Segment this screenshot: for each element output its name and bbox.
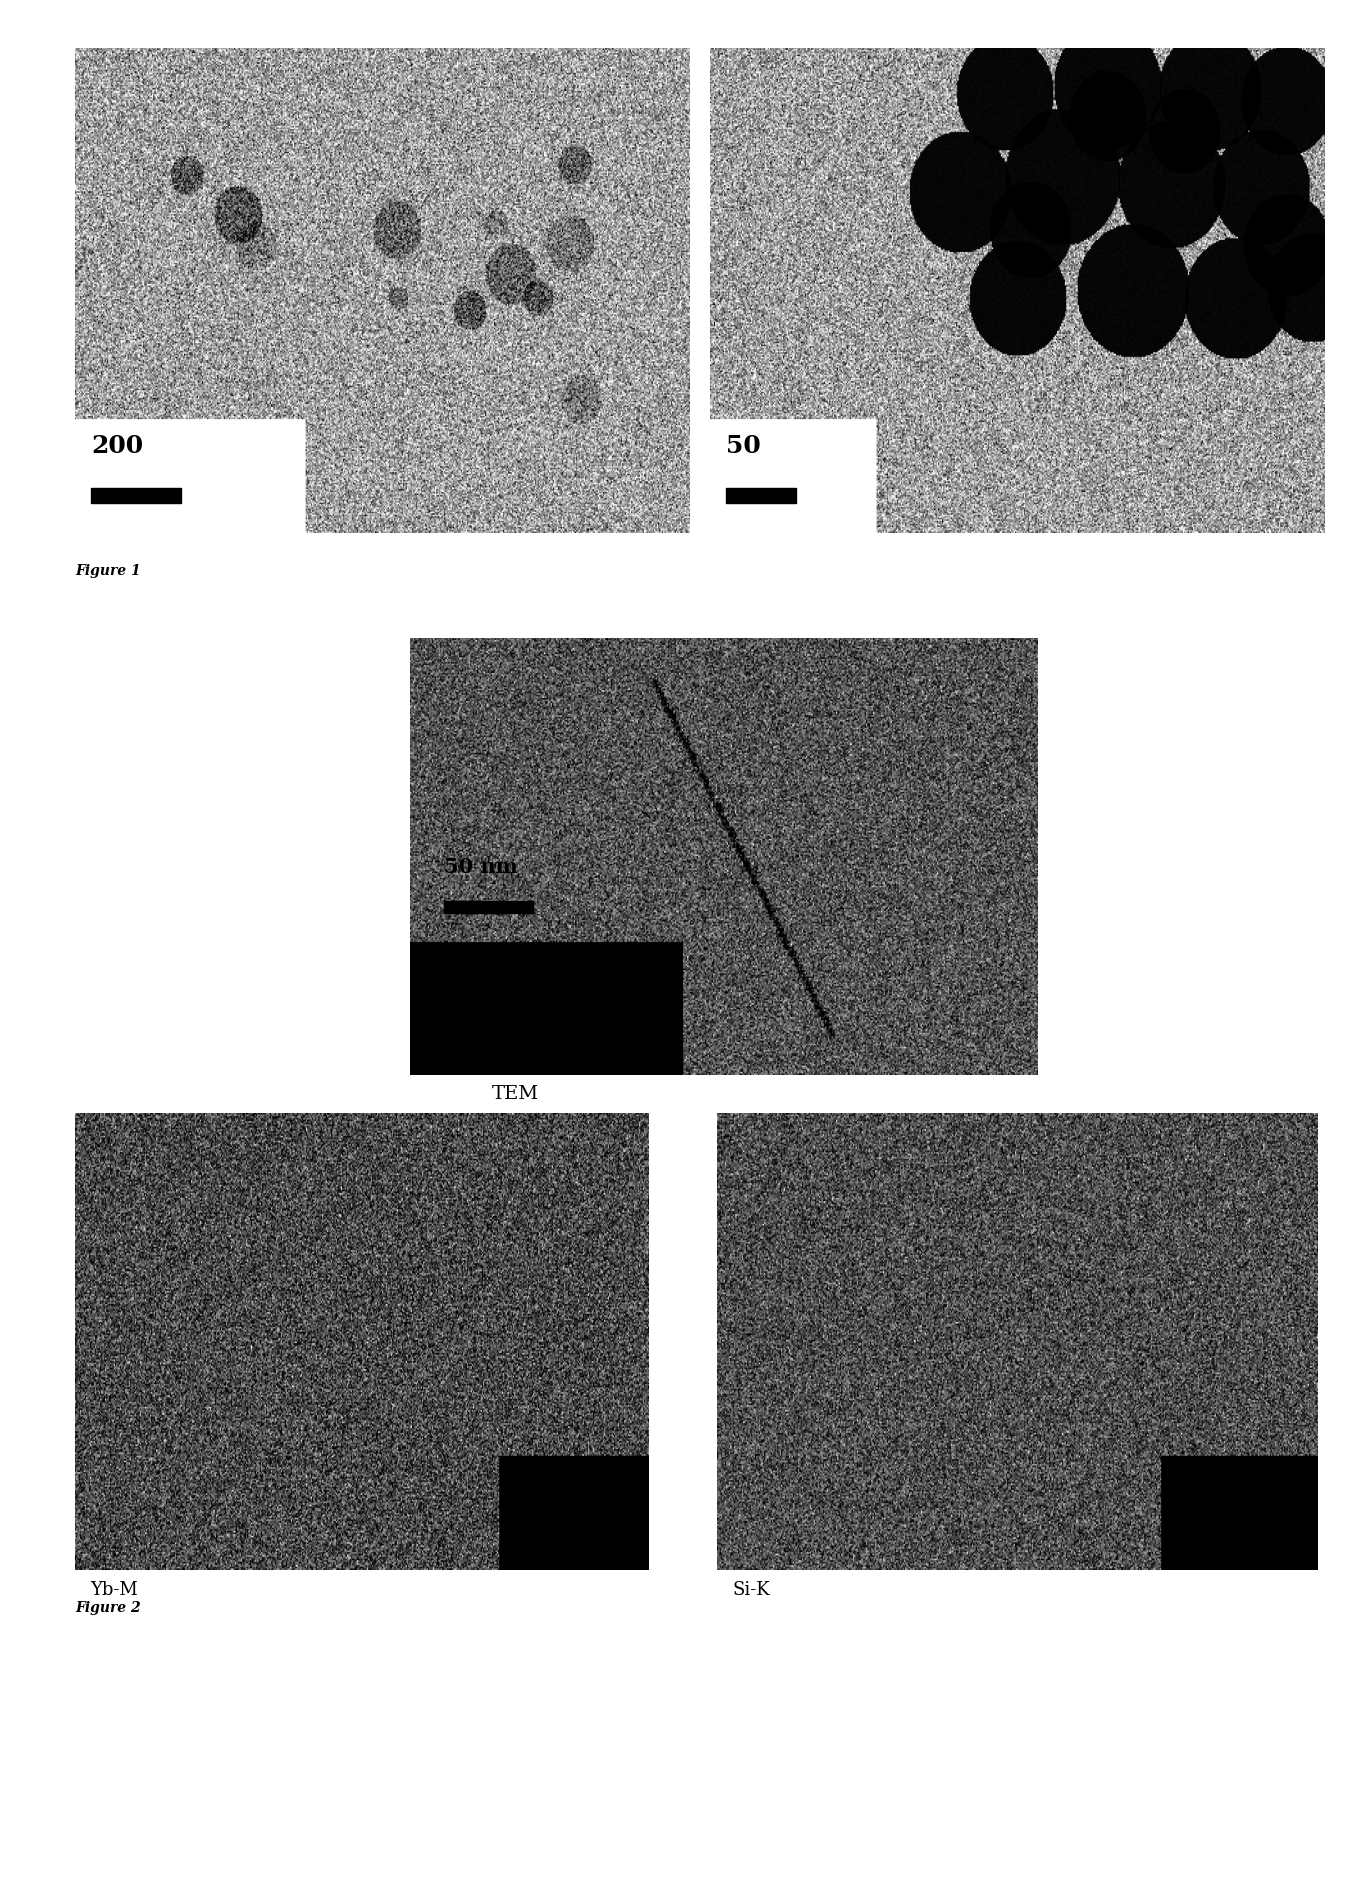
Text: 50: 50 (726, 434, 760, 459)
Text: Figure 2: Figure 2 (75, 1600, 141, 1616)
Bar (445, 900, 532, 913)
Bar (91, 487, 180, 502)
Bar (726, 487, 796, 502)
Text: 200: 200 (91, 434, 143, 459)
Text: Si-K: Si-K (733, 1581, 771, 1599)
Text: Yb-M: Yb-M (90, 1581, 138, 1599)
Text: TEM: TEM (491, 1085, 539, 1104)
Text: Figure 1: Figure 1 (75, 563, 141, 579)
Text: 50 nm: 50 nm (445, 856, 519, 877)
